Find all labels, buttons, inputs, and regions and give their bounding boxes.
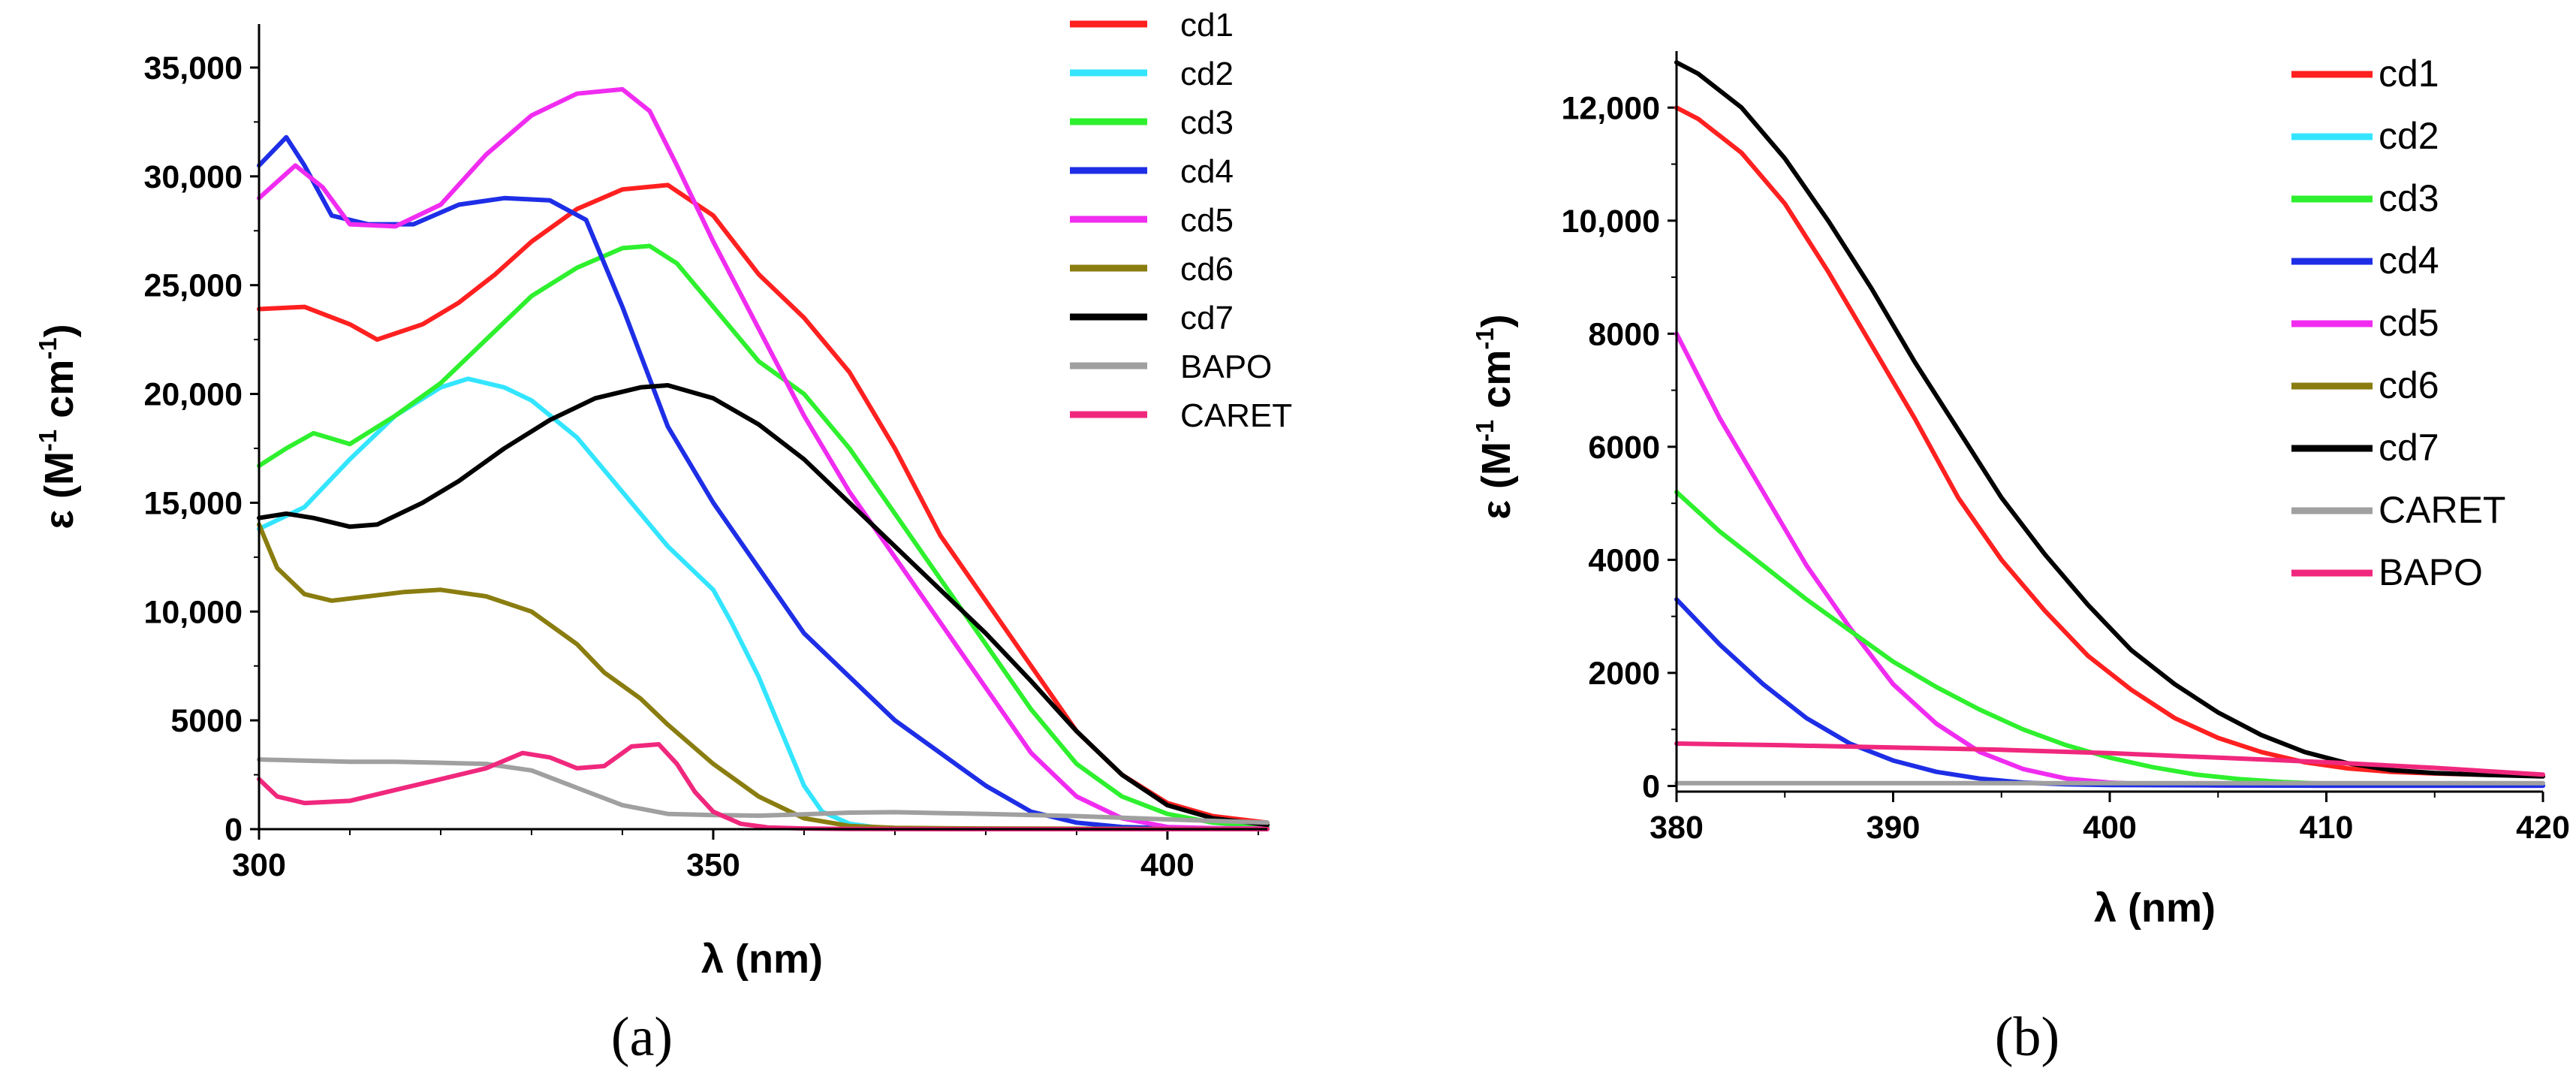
legend-label-cd7: cd7 xyxy=(2379,427,2439,469)
panel-a-series xyxy=(257,86,1270,831)
y-tick-label: 5000 xyxy=(170,703,243,739)
x-tick-label: 410 xyxy=(2300,810,2354,846)
panel-b-y-tick-labels: 0 2000 4000 6000 8000 10,000 12,000 xyxy=(1561,90,1660,804)
legend-label-cd2: cd2 xyxy=(1180,56,1234,92)
legend-label-cd3: cd3 xyxy=(2379,177,2439,219)
series-line-cd3 xyxy=(257,243,1270,830)
y-tick-label: 15,000 xyxy=(143,485,243,521)
series-line-bapo xyxy=(1674,741,2545,777)
panel-a-y-title-end: ) xyxy=(37,324,82,337)
panel-b-y-title-end: ) xyxy=(1474,314,1519,327)
panel-a: 0 5000 10,000 15,000 20,000 25,000 30,000 35,00… xyxy=(34,7,1292,1068)
legend-label-cd5: cd5 xyxy=(1180,202,1234,239)
y-tick-label: 12,000 xyxy=(1561,90,1660,126)
legend-label-bapo: BAPO xyxy=(1180,348,1272,385)
panel-a-caption: (a) xyxy=(611,1006,673,1068)
y-tick-label: 0 xyxy=(224,812,243,848)
x-tick-label: 400 xyxy=(1140,847,1195,883)
panel-a-y-title-mid: cm xyxy=(37,360,82,430)
panel-b-x-tick-labels: 380 390 400 410 420 xyxy=(1650,810,2570,846)
y-tick-label: 8000 xyxy=(1588,316,1660,352)
legend-label-cd7: cd7 xyxy=(1180,300,1234,336)
series-line-cd3 xyxy=(1674,490,2545,788)
panel-a-y-tick-labels: 0 5000 10,000 15,000 20,000 25,000 30,000 35,00… xyxy=(143,50,243,848)
legend-label-cd6: cd6 xyxy=(2379,364,2439,406)
legend-label-cd2: cd2 xyxy=(2379,115,2439,157)
panel-b-y-axis-title: ε (M-1 cm-1) xyxy=(1471,314,1519,519)
y-tick-label: 0 xyxy=(1642,768,1660,804)
x-tick-label: 420 xyxy=(2516,810,2570,846)
series-line-cd4 xyxy=(257,134,1170,831)
series-line-cd6 xyxy=(257,522,1270,831)
y-tick-label: 2000 xyxy=(1588,656,1660,692)
panel-a-ticks xyxy=(250,66,1259,840)
legend-label-caret: CARET xyxy=(1180,397,1292,434)
y-tick-label: 35,000 xyxy=(143,50,243,86)
x-tick-label: 350 xyxy=(686,847,740,883)
legend-label-cd4: cd4 xyxy=(1180,153,1234,190)
series-line-cd7 xyxy=(257,383,1270,828)
panel-a-y-title-main: ε (M xyxy=(37,451,82,529)
y-tick-label: 10,000 xyxy=(1561,204,1660,240)
y-tick-label: 10,000 xyxy=(143,594,243,630)
y-tick-label: 25,000 xyxy=(143,268,243,304)
legend-label-cd1: cd1 xyxy=(2379,53,2439,95)
panel-a-x-axis-title: λ (nm) xyxy=(701,937,823,982)
series-line-cd1 xyxy=(1674,105,2545,778)
y-tick-label: 20,000 xyxy=(143,377,243,413)
x-tick-label: 300 xyxy=(232,847,286,883)
x-tick-label: 400 xyxy=(2083,810,2137,846)
panel-b-x-axis-title: λ (nm) xyxy=(2094,885,2216,931)
series-line-cd5 xyxy=(257,86,1270,831)
y-tick-label: 6000 xyxy=(1588,430,1660,466)
panel-a-x-tick-labels: 300 350 400 xyxy=(232,847,1195,883)
legend-label-cd1: cd1 xyxy=(1180,7,1234,44)
panel-b-series xyxy=(1674,60,2545,789)
legend-label-cd6: cd6 xyxy=(1180,251,1234,288)
panel-b-y-title-main: ε (M xyxy=(1474,442,1519,520)
legend-label-cd3: cd3 xyxy=(1180,104,1234,141)
panel-b-caption: (b) xyxy=(1995,1006,2059,1068)
panel-b: 0 2000 4000 6000 8000 10,000 12,000 380 390 400 4… xyxy=(1471,51,2570,1068)
series-line-bapo xyxy=(257,757,1270,825)
panel-a-y-title-exp2: -1 xyxy=(34,337,62,359)
panel-a-y-title-exp1: -1 xyxy=(34,430,62,451)
legend-label-caret: CARET xyxy=(2379,489,2505,531)
series-line-cd7 xyxy=(1674,60,2545,779)
legend-label-cd5: cd5 xyxy=(2379,302,2439,344)
y-tick-label: 4000 xyxy=(1588,542,1660,578)
y-tick-label: 30,000 xyxy=(143,159,243,195)
x-tick-label: 390 xyxy=(1866,810,1921,846)
legend-label-bapo: BAPO xyxy=(2379,551,2483,593)
panel-a-y-axis-title: ε (M-1 cm-1) xyxy=(34,324,82,529)
legend-label-cd4: cd4 xyxy=(2379,240,2439,282)
panel-a-legend: cd1 cd2 cd3 cd4 cd5 cd6 cd7 BAPO CARET xyxy=(1070,7,1292,434)
series-line-cd1 xyxy=(257,183,1270,825)
panel-b-y-title-exp1: -1 xyxy=(1471,420,1499,442)
x-tick-label: 380 xyxy=(1650,810,1704,846)
panel-b-y-title-exp2: -1 xyxy=(1471,327,1499,349)
panel-b-y-title-mid: cm xyxy=(1474,350,1519,420)
panel-b-legend: cd1 cd2 cd3 cd4 cd5 cd6 cd7 CARET BAPO xyxy=(2291,53,2505,593)
